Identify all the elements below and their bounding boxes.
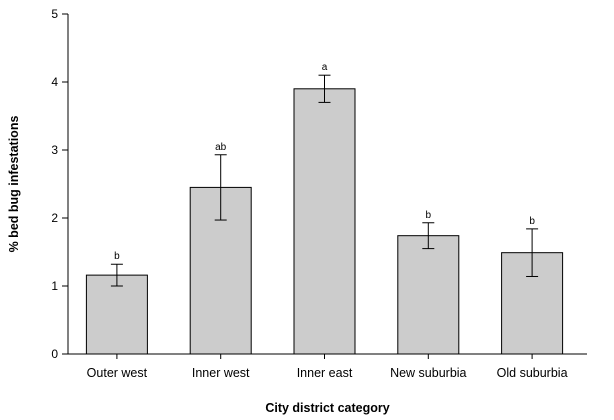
y-tick-label: 0: [51, 347, 58, 361]
significance-label: ab: [215, 142, 227, 153]
y-axis-title: % bed bug infestations: [7, 116, 21, 253]
x-axis-title: City district category: [265, 401, 389, 415]
significance-label: b: [426, 210, 432, 221]
bars-group: b Outer west ab Inner west a Inner east b New s…: [85, 62, 568, 380]
significance-label: a: [322, 62, 328, 73]
bar: [293, 88, 356, 355]
y-tick-label: 4: [51, 75, 58, 89]
significance-label: b: [114, 251, 120, 262]
x-tick-label: Inner west: [192, 366, 250, 380]
bar: [85, 274, 148, 355]
x-tick-label: Inner east: [297, 366, 353, 380]
x-tick-label: Outer west: [87, 366, 148, 380]
x-tick-label: Old suburbia: [497, 366, 568, 380]
y-tick-label: 2: [51, 211, 58, 225]
x-tick-label: New suburbia: [390, 366, 466, 380]
y-tick-label: 3: [51, 143, 58, 157]
y-axis-ticks: 0 1 2 3 4 5: [51, 7, 68, 361]
y-tick-label: 1: [51, 279, 58, 293]
significance-label: b: [529, 216, 535, 227]
y-tick-label: 5: [51, 7, 58, 21]
bar: [397, 235, 460, 355]
